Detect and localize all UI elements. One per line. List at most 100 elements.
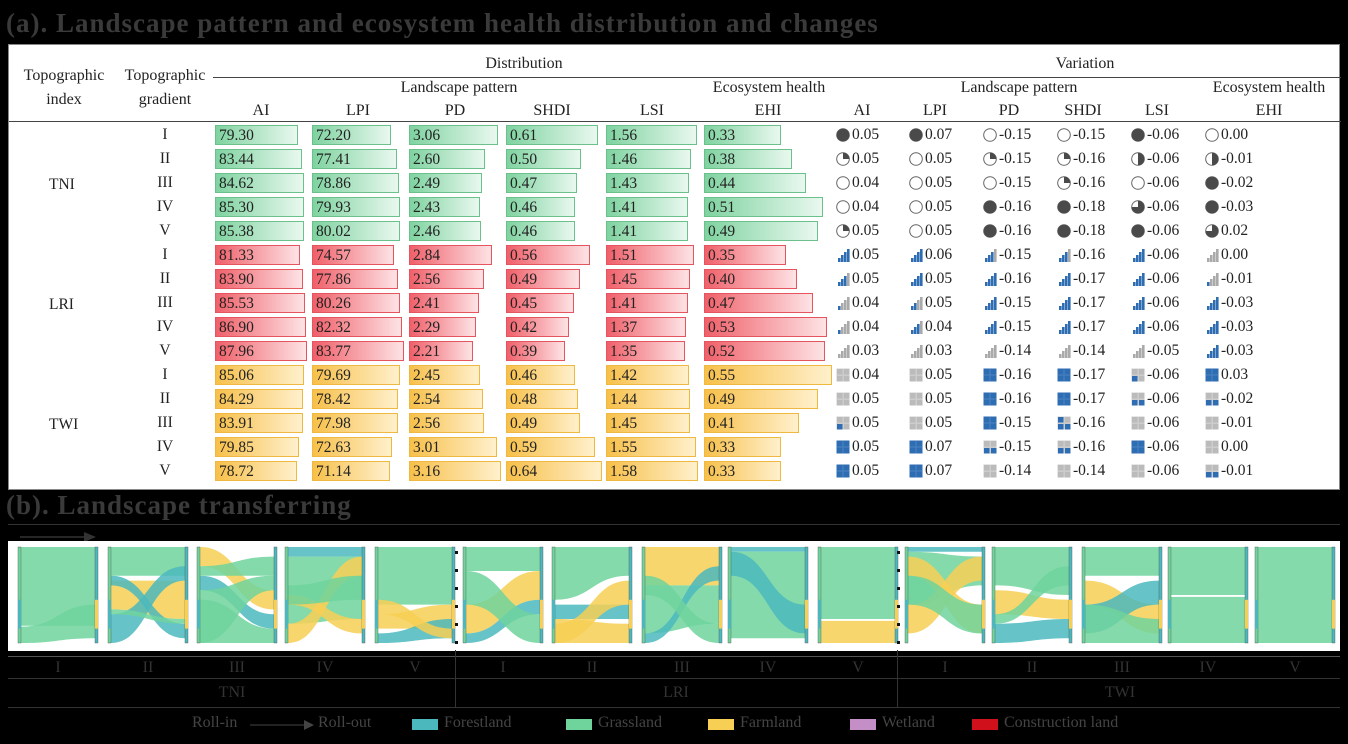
variation-value: -0.14 (1073, 462, 1106, 479)
signal-bars-icon (1059, 249, 1071, 262)
distribution-bar-shdi: 0.46 (506, 197, 575, 217)
topographic-gradient-label: IV (156, 438, 174, 455)
sankey-node-axis (641, 546, 646, 644)
variation-cell-ehi: -0.03 (1205, 317, 1253, 337)
distribution-bar-lpi: 79.69 (312, 365, 400, 385)
topographic-gradient-label: V (159, 342, 171, 359)
sankey-flow (21, 604, 95, 643)
header-index-l1: Topographic (23, 67, 105, 84)
divider (8, 678, 1340, 679)
harvey-ball-icon (836, 176, 850, 190)
distribution-bar-shdi: 0.45 (506, 293, 574, 313)
variation-value: -0.03 (1221, 294, 1254, 311)
variation-cell-ehi: -0.01 (1205, 149, 1253, 169)
variation-cell-ai: 0.05 (836, 125, 879, 145)
variation-cell-lsi: -0.06 (1131, 125, 1179, 145)
quad-grid-icon (1131, 464, 1145, 478)
distribution-bar-ehi: 0.35 (704, 245, 786, 265)
distribution-bar-ai: 84.29 (215, 389, 304, 409)
variation-cell-ehi: -0.01 (1205, 461, 1253, 481)
signal-bars-icon (911, 297, 923, 310)
distribution-value: 0.33 (708, 463, 736, 480)
distribution-bar-ehi: 0.33 (704, 125, 781, 145)
distribution-value: 86.90 (219, 319, 254, 336)
variation-cell-shdi: -0.16 (1057, 413, 1105, 433)
sankey-gradient-label: V (1289, 659, 1301, 676)
signal-bars-icon (1059, 273, 1071, 286)
variation-value: -0.02 (1221, 174, 1254, 191)
variation-value: -0.06 (1147, 318, 1180, 335)
sankey-flow (200, 556, 274, 576)
legend-label: Wetland (882, 714, 935, 731)
distribution-bar-shdi: 0.56 (506, 245, 590, 265)
legend-swatch-forestland (412, 719, 438, 730)
signal-bars-icon (1133, 297, 1145, 310)
harvey-ball-icon (983, 176, 997, 190)
variation-value: -0.01 (1221, 414, 1254, 431)
sankey-node-axis (628, 546, 633, 644)
distribution-value: 0.61 (510, 127, 538, 144)
harvey-ball-icon (1205, 176, 1219, 190)
variation-cell-ehi: -0.02 (1205, 173, 1253, 193)
signal-bars-icon (911, 249, 923, 262)
variation-value: -0.17 (1073, 318, 1106, 335)
variation-cell-ehi: -0.01 (1205, 269, 1253, 289)
col-header-var-pd: PD (998, 102, 1020, 119)
distribution-bar-ai: 86.90 (215, 317, 306, 337)
variation-value: -0.06 (1147, 414, 1180, 431)
quad-grid-icon (1205, 368, 1219, 382)
distribution-bar-pd: 3.16 (409, 461, 501, 481)
topographic-gradient-label: IV (156, 198, 174, 215)
distribution-value: 1.41 (610, 295, 638, 312)
signal-bars-icon (911, 345, 923, 358)
harvey-ball-icon (836, 128, 850, 142)
variation-cell-lsi: -0.06 (1131, 245, 1179, 265)
sankey-node (362, 599, 365, 629)
distribution-bar-ehi: 0.33 (704, 461, 781, 481)
distribution-bar-ai: 78.72 (215, 461, 298, 481)
variation-value: -0.03 (1221, 198, 1254, 215)
distribution-value: 78.42 (316, 391, 351, 408)
distribution-value: 1.44 (610, 391, 638, 408)
quad-grid-icon (1205, 392, 1219, 406)
quad-grid-icon (983, 440, 997, 454)
variation-cell-ai: 0.05 (836, 245, 879, 265)
quad-grid-icon (983, 368, 997, 382)
variation-value: 0.05 (925, 198, 953, 215)
sankey-node-axis (727, 546, 732, 644)
divider (8, 656, 1340, 657)
variation-value: 0.05 (852, 438, 880, 455)
separator-dot (455, 587, 458, 590)
sankey-node (629, 599, 632, 629)
signal-bars-icon (1059, 321, 1071, 334)
sankey-flow (378, 619, 452, 643)
variation-cell-lsi: -0.06 (1131, 293, 1179, 313)
variation-value: -0.15 (1073, 126, 1106, 143)
variation-value: 0.04 (852, 198, 880, 215)
distribution-value: 78.86 (316, 175, 351, 192)
distribution-value: 77.41 (316, 151, 351, 168)
sankey-node-axis (1081, 546, 1086, 644)
quad-grid-icon (1131, 416, 1145, 430)
variation-cell-ai: 0.04 (836, 317, 879, 337)
distribution-value: 0.46 (510, 223, 538, 240)
sankey-node-axis (904, 546, 909, 644)
distribution-bar-shdi: 0.49 (506, 269, 580, 289)
variation-cell-ai: 0.04 (836, 173, 879, 193)
distribution-bar-ehi: 0.47 (704, 293, 814, 313)
sankey-node (1069, 599, 1072, 629)
distribution-value: 1.37 (610, 319, 638, 336)
distribution-bar-pd: 2.49 (409, 173, 482, 193)
header-var-eco: Ecosystem health (1212, 79, 1326, 96)
variation-cell-shdi: -0.17 (1057, 293, 1105, 313)
legend-label: Farmland (740, 714, 802, 731)
quad-grid-icon (836, 392, 850, 406)
distribution-value: 2.56 (413, 415, 441, 432)
distribution-value: 2.45 (413, 367, 441, 384)
distribution-value: 0.47 (708, 295, 736, 312)
distribution-value: 0.45 (510, 295, 538, 312)
harvey-ball-icon (983, 224, 997, 238)
sankey-gradient-label: III (674, 659, 690, 676)
col-header-var-ehi: EHI (1255, 102, 1283, 119)
variation-value: 0.05 (925, 294, 953, 311)
